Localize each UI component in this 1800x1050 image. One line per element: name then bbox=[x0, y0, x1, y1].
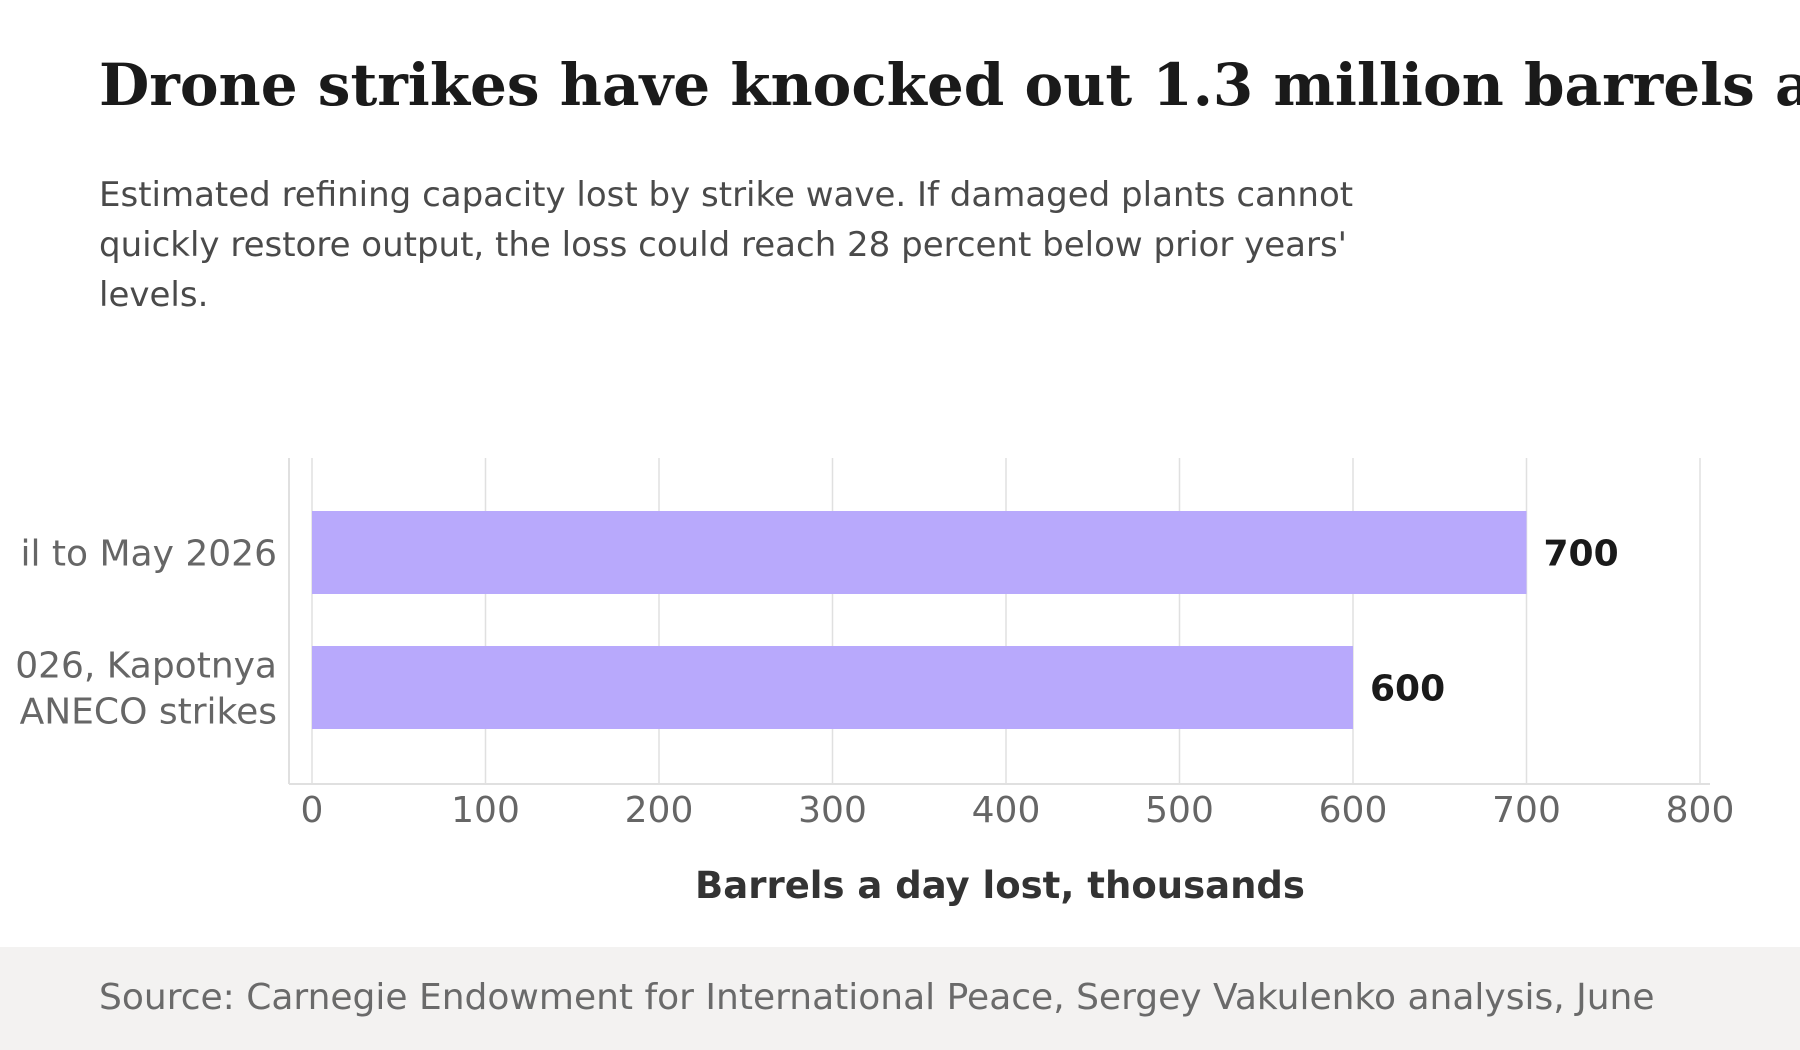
chart-title: Drone strikes have knocked out 1.3 milli… bbox=[99, 51, 1800, 119]
x-tick-label: 600 bbox=[1319, 790, 1388, 831]
bar bbox=[312, 511, 1527, 594]
x-tick-label: 200 bbox=[625, 790, 694, 831]
x-tick-label: 300 bbox=[798, 790, 867, 831]
x-tick-label: 500 bbox=[1145, 790, 1214, 831]
category-label: 026, Kapotnya bbox=[15, 646, 277, 687]
bars bbox=[312, 511, 1527, 729]
x-tick-label: 800 bbox=[1666, 790, 1735, 831]
data-label: 700 bbox=[1544, 534, 1619, 575]
bar bbox=[312, 646, 1353, 729]
x-tick-label: 700 bbox=[1492, 790, 1561, 831]
labels: 700 il to May 2026 600 026, Kapotnya ANECO s… bbox=[15, 534, 1618, 908]
data-label: 600 bbox=[1370, 669, 1445, 710]
source-note: Source: Carnegie Endowment for Internati… bbox=[99, 977, 1655, 1018]
source-footer: Source: Carnegie Endowment for Internati… bbox=[0, 947, 1800, 1050]
category-label: il to May 2026 bbox=[20, 534, 277, 575]
bar-chart: 0 100 200 300 400 500 600 700 800 700 il to May 2… bbox=[15, 458, 1735, 908]
x-tick-label: 0 bbox=[301, 790, 324, 831]
x-axis-title: Barrels a day lost, thousands bbox=[695, 864, 1305, 907]
x-tick-label: 100 bbox=[451, 790, 520, 831]
axes: 0 100 200 300 400 500 600 700 800 bbox=[288, 458, 1735, 831]
x-tick-label: 400 bbox=[972, 790, 1041, 831]
category-label: ANECO strikes bbox=[20, 692, 277, 733]
gridlines bbox=[311, 458, 1701, 783]
chart-subtitle: Estimated refining capacity lost by stri… bbox=[99, 175, 1354, 315]
